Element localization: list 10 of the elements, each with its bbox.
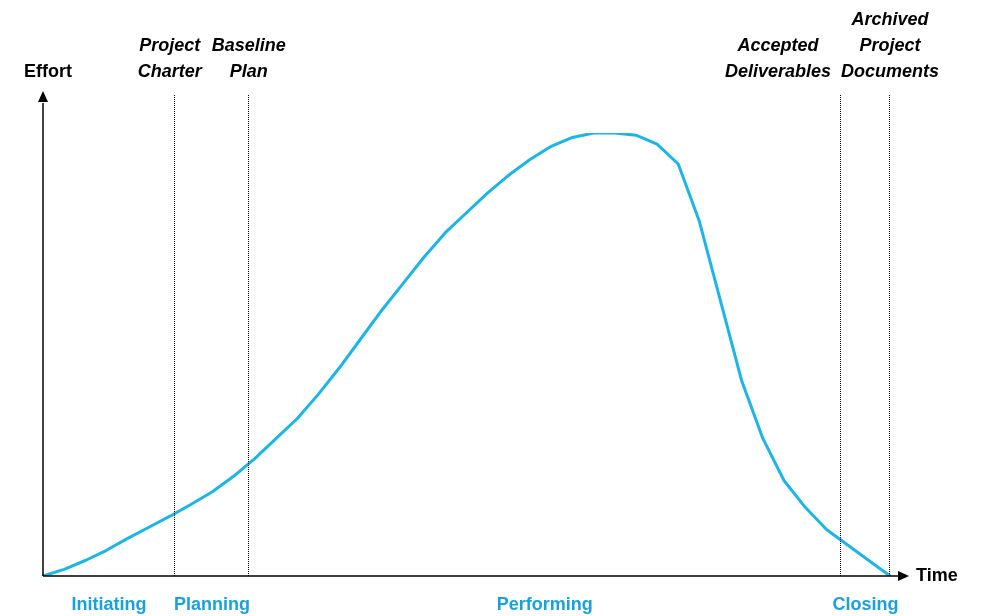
text: Accepted Deliverables	[724, 35, 831, 81]
text: Baseline Plan	[211, 35, 286, 81]
text: Closing	[832, 593, 899, 614]
text: Archived Project Documents	[840, 9, 940, 81]
x-axis-title: Time	[916, 564, 958, 585]
text: Project Charter	[137, 35, 203, 81]
text: Initiating	[71, 593, 147, 614]
text: Performing	[496, 593, 593, 614]
y-axis-title: Effort	[24, 61, 72, 81]
text: Planning	[173, 593, 250, 614]
